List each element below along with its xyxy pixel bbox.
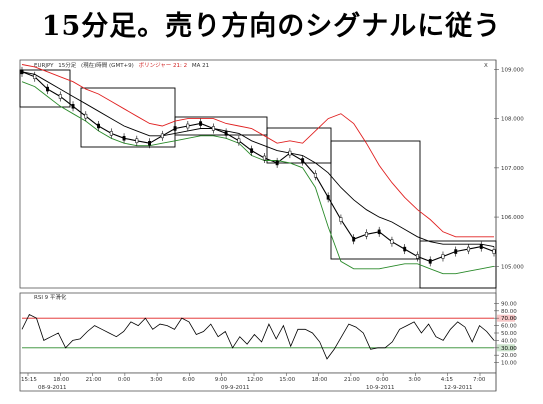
rsi-tick-label: 90.00 bbox=[501, 301, 517, 307]
price-tick-label: 109.000 bbox=[501, 67, 524, 73]
time-tick-label: 18:00 bbox=[312, 377, 328, 383]
time-tick-label: 18:00 bbox=[53, 377, 69, 383]
time-tick-label: 21:00 bbox=[86, 377, 102, 383]
candle bbox=[339, 217, 343, 222]
rsi-pane bbox=[19, 292, 497, 374]
candle bbox=[390, 239, 394, 244]
candle bbox=[58, 94, 62, 99]
rsi-tick-label: 20.00 bbox=[501, 353, 517, 359]
time-tick-label: 15:00 bbox=[279, 377, 295, 383]
time-tick-label: 15:15 bbox=[21, 377, 37, 383]
rsi-series-line bbox=[21, 313, 495, 360]
candle bbox=[377, 229, 381, 235]
candle bbox=[467, 246, 470, 252]
candle bbox=[199, 121, 203, 126]
price-series-line bbox=[21, 81, 495, 275]
time-tick-label: 9:00 bbox=[215, 377, 228, 383]
time-tick-label: 3:00 bbox=[150, 377, 163, 383]
main-pane bbox=[19, 59, 497, 289]
rsi-level-label: 70.00 bbox=[501, 316, 517, 322]
candle bbox=[173, 126, 177, 131]
candle bbox=[148, 140, 152, 146]
rsi-tick-label: 10.00 bbox=[501, 361, 517, 367]
time-tick-label: 0:00 bbox=[118, 377, 131, 383]
rsi-tick-label: 80.00 bbox=[501, 309, 517, 315]
candle bbox=[46, 86, 49, 92]
candle bbox=[275, 160, 279, 166]
candle bbox=[122, 136, 126, 141]
candle bbox=[313, 172, 317, 178]
slide-title: 15分足。売り方向のシグナルに従う bbox=[41, 11, 502, 42]
date-label: 10-9-2011 bbox=[366, 385, 394, 391]
candle bbox=[109, 131, 113, 136]
candle bbox=[84, 113, 88, 119]
rsi-level-label: 30.00 bbox=[501, 346, 517, 352]
candle bbox=[262, 155, 266, 161]
date-label: 09-9-2011 bbox=[221, 385, 249, 391]
candle bbox=[352, 236, 356, 242]
time-tick-label: 6:00 bbox=[182, 377, 195, 383]
candle bbox=[20, 69, 24, 75]
time-tick-label: 0:00 bbox=[376, 377, 389, 383]
time-tick-label: 7:00 bbox=[473, 377, 486, 383]
trend-box bbox=[19, 69, 71, 108]
rsi-tick-label: 40.00 bbox=[501, 338, 517, 344]
candle bbox=[224, 131, 228, 136]
candle bbox=[416, 254, 419, 259]
candle bbox=[288, 150, 292, 156]
rsi-header: RSI 9 平滑化 bbox=[34, 293, 67, 301]
candle bbox=[250, 148, 254, 153]
pane-close-marker[interactable]: X bbox=[484, 63, 488, 69]
time-tick-label: 3:00 bbox=[408, 377, 421, 383]
candle bbox=[454, 249, 458, 254]
candle bbox=[492, 249, 496, 254]
candle bbox=[441, 254, 445, 259]
candle bbox=[186, 123, 190, 129]
rsi-level-badge bbox=[497, 314, 515, 322]
trend-box bbox=[330, 140, 421, 260]
candle bbox=[428, 259, 432, 264]
candle bbox=[364, 232, 368, 237]
candle bbox=[135, 138, 139, 144]
price-tick-label: 107.000 bbox=[501, 166, 524, 172]
rsi-level-badge bbox=[497, 344, 515, 352]
candle bbox=[71, 104, 75, 109]
price-tick-label: 106.000 bbox=[501, 215, 524, 221]
rsi-tick-label: 70.00 bbox=[501, 316, 517, 322]
rsi-tick-label: 60.00 bbox=[501, 324, 517, 330]
candle bbox=[301, 158, 305, 163]
candles bbox=[20, 66, 496, 267]
time-tick-label: 21:00 bbox=[344, 377, 360, 383]
candle bbox=[403, 246, 407, 252]
price-series-line bbox=[21, 71, 495, 248]
price-series-line bbox=[21, 64, 494, 238]
candle bbox=[211, 126, 215, 131]
candle bbox=[97, 123, 100, 129]
candle bbox=[237, 138, 241, 144]
candle bbox=[479, 244, 483, 249]
date-label: 12-9-2011 bbox=[444, 385, 472, 391]
rsi-tick-label: 50.00 bbox=[501, 331, 517, 337]
price-tick-label: 105.000 bbox=[501, 264, 524, 270]
time-tick-label: 4:15 bbox=[441, 377, 454, 383]
rsi-tick-label: 30.00 bbox=[501, 346, 517, 352]
chart-header: EURJPY 15分足 (現在)時間 (GMT+9) ボリンジャー 21: 2 … bbox=[34, 61, 209, 69]
candle bbox=[33, 74, 37, 80]
price-tick-label: 108.000 bbox=[501, 117, 524, 123]
time-tick-label: 12:00 bbox=[247, 377, 263, 383]
date-label: 08-9-2011 bbox=[38, 385, 66, 391]
price-series-line bbox=[21, 71, 495, 262]
candle bbox=[160, 133, 164, 139]
candle bbox=[326, 195, 330, 200]
